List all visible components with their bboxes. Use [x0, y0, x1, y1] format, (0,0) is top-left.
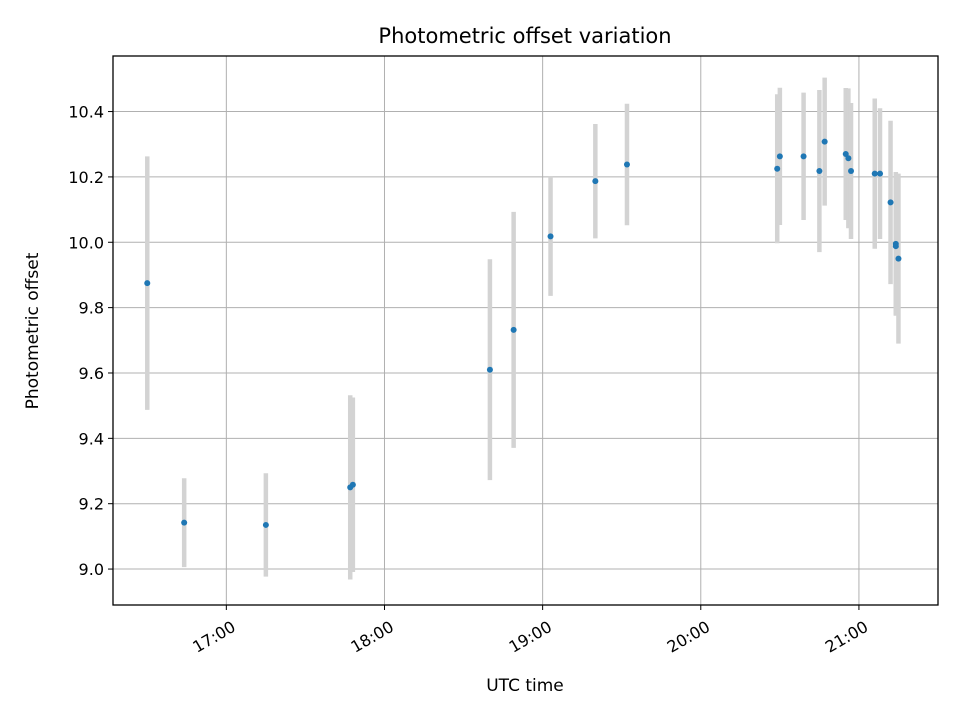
data-point: [871, 170, 878, 177]
y-tick-label: 9.6: [79, 364, 104, 383]
y-axis: 9.0 9.2 9.4 9.6 9.8 10.0 10.2 10.4: [68, 103, 113, 579]
data-point: [776, 153, 783, 160]
data-point: [592, 178, 599, 185]
data-point: [774, 165, 781, 172]
data-point: [262, 521, 269, 528]
data-point: [892, 243, 899, 250]
data-point: [181, 519, 188, 526]
y-tick-label: 9.8: [79, 299, 104, 318]
data-point: [144, 280, 151, 287]
data-point: [486, 366, 493, 373]
y-tick-label: 9.2: [79, 495, 104, 514]
data-point: [800, 153, 807, 160]
data-point: [848, 168, 855, 175]
data-point: [877, 170, 884, 177]
plot-frame: [112, 55, 939, 606]
data-point: [510, 326, 517, 333]
y-tick-label: 10.4: [68, 103, 104, 122]
data-point: [623, 161, 630, 168]
data-point: [887, 199, 894, 206]
y-axis-label: Photometric offset: [23, 252, 43, 409]
point-layer: [144, 138, 902, 528]
data-point: [821, 138, 828, 145]
y-tick-label: 10.2: [68, 168, 104, 187]
y-tick-label: 10.0: [68, 233, 104, 252]
data-point: [547, 233, 554, 240]
data-point: [349, 481, 356, 488]
y-tick-label: 9.4: [79, 429, 104, 448]
grid-layer: [113, 56, 938, 605]
data-point: [895, 255, 902, 262]
chart-title: Photometric offset variation: [378, 24, 671, 48]
data-point: [816, 168, 823, 175]
x-axis-label: UTC time: [486, 676, 564, 696]
y-tick-label: 9.0: [79, 560, 104, 579]
data-point: [845, 155, 852, 162]
